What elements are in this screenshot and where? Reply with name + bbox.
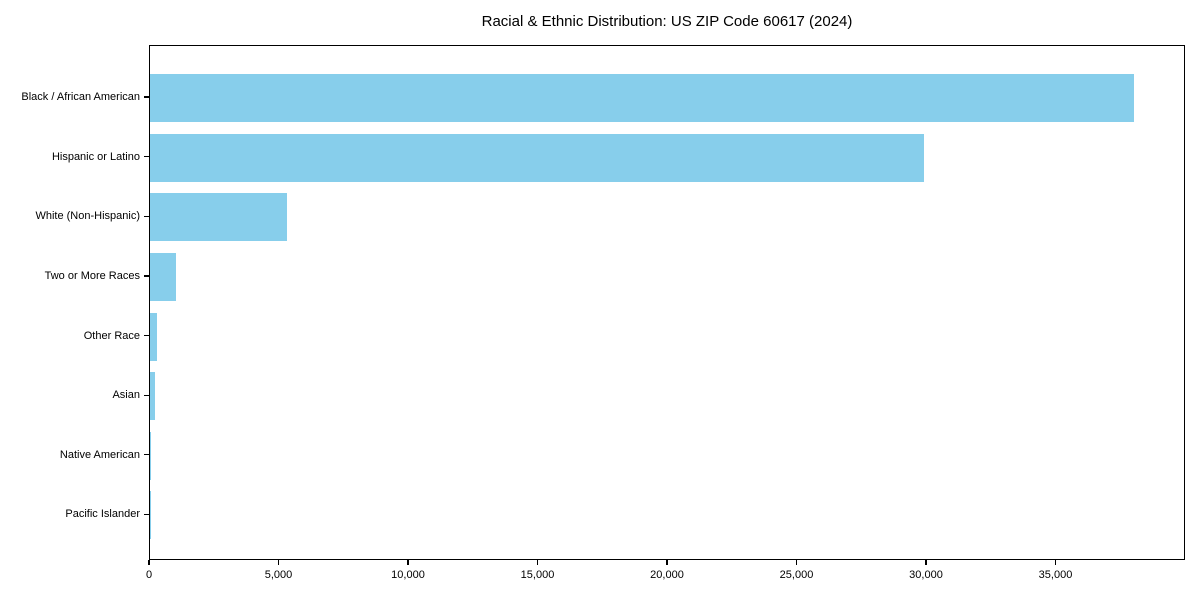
y-tick bbox=[144, 394, 149, 396]
x-tick-label: 10,000 bbox=[391, 569, 425, 581]
y-tick bbox=[144, 275, 149, 277]
x-tick bbox=[925, 560, 927, 565]
x-tick-label: 5,000 bbox=[264, 569, 293, 581]
x-tick bbox=[795, 560, 798, 565]
y-axis-label: Other Race bbox=[83, 329, 140, 342]
y-axis-label: White (Non-Hispanic) bbox=[35, 210, 140, 223]
y-tick bbox=[144, 155, 149, 158]
y-tick bbox=[144, 96, 149, 98]
bar bbox=[150, 74, 1134, 122]
x-tick-label: 35,000 bbox=[1038, 569, 1073, 581]
chart-title: Racial & Ethnic Distribution: US ZIP Cod… bbox=[481, 13, 853, 30]
bar bbox=[150, 312, 157, 361]
x-tick-label: 20,000 bbox=[650, 569, 684, 581]
y-axis-label: Pacific Islander bbox=[65, 508, 140, 521]
plot-area bbox=[149, 45, 1185, 560]
x-tick bbox=[536, 560, 539, 565]
y-axis-label: Black / African American bbox=[21, 91, 140, 103]
bar bbox=[150, 252, 176, 301]
x-tick bbox=[407, 560, 409, 565]
bar bbox=[150, 431, 152, 480]
y-axis-label: Two or More Races bbox=[44, 269, 140, 282]
x-tick bbox=[1054, 560, 1057, 565]
y-tick bbox=[144, 513, 149, 516]
y-axis-label: Native American bbox=[59, 448, 140, 461]
y-tick bbox=[144, 215, 149, 217]
x-tick-label: 15,000 bbox=[520, 569, 555, 581]
x-tick bbox=[148, 560, 150, 565]
bar bbox=[150, 193, 287, 242]
bar bbox=[150, 133, 925, 182]
y-tick bbox=[144, 334, 149, 337]
x-tick bbox=[277, 560, 280, 565]
y-tick bbox=[144, 454, 149, 456]
y-axis-label: Hispanic or Latino bbox=[51, 150, 140, 163]
x-tick-label: 30,000 bbox=[909, 569, 943, 581]
x-tick-label: 25,000 bbox=[779, 569, 814, 581]
y-axis-label: Asian bbox=[112, 389, 140, 402]
x-tick bbox=[666, 560, 668, 565]
bar bbox=[150, 372, 155, 421]
x-tick-label: 0 bbox=[145, 569, 153, 581]
